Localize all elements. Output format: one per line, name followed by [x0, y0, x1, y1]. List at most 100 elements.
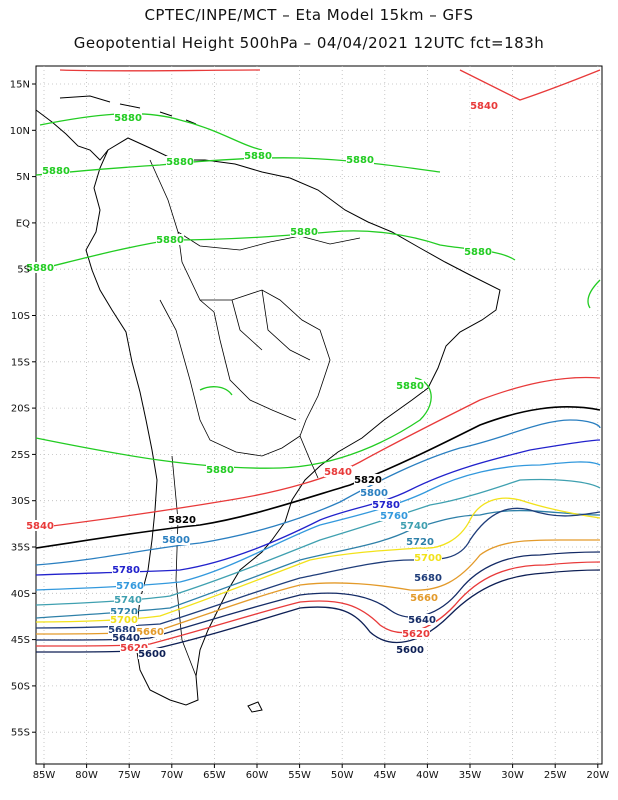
lon-label: 80W [75, 770, 98, 781]
contour-label-5880: 5880 [206, 465, 234, 476]
contour-5700 [35, 497, 601, 623]
lon-label: 65W [203, 770, 226, 781]
contour-5840 [35, 69, 601, 529]
lat-label: 20S [11, 404, 30, 415]
lon-label: 85W [33, 770, 56, 781]
contour-label-5880: 5880 [244, 151, 272, 162]
contour-label-5600: 5600 [396, 645, 424, 656]
contour-label-5880: 5880 [42, 166, 70, 177]
lat-label: 45S [11, 635, 30, 646]
contour-label-bg [138, 648, 166, 659]
contour-label-bg [112, 564, 140, 575]
contour-label-5740: 5740 [400, 521, 428, 532]
lat-label: 15N [10, 80, 30, 91]
contour-label-bg [112, 632, 140, 643]
lon-label: 30W [501, 770, 524, 781]
contour-label-bg [408, 614, 436, 625]
contour-label-bg [114, 112, 142, 123]
contour-label-5880: 5880 [290, 227, 318, 238]
contour-label-5800: 5800 [162, 535, 190, 546]
contour-label-5620: 5620 [402, 629, 430, 640]
contour-5680 [35, 507, 601, 629]
contour-label-5780: 5780 [372, 500, 400, 511]
contour-label-bg [290, 226, 318, 237]
contour-label-bg [414, 572, 442, 583]
contour-5760 [35, 461, 601, 591]
contour-label-5700: 5700 [414, 553, 442, 564]
contour-label-5840: 5840 [470, 101, 498, 112]
lat-label: 5N [16, 172, 30, 183]
lon-label: 25W [544, 770, 567, 781]
contour-label-5720: 5720 [110, 607, 138, 618]
contour-label-5620: 5620 [120, 643, 148, 654]
contour-label-bg [162, 534, 190, 545]
contour-label-bg [114, 594, 142, 605]
lat-label: 25S [11, 450, 30, 461]
contour-5740 [35, 478, 601, 606]
lon-label: 50W [331, 770, 354, 781]
map-subtitle: Geopotential Height 500hPa – 04/04/2021 … [73, 34, 545, 52]
central-america-outline [35, 109, 109, 161]
contour-layer [35, 69, 601, 653]
contour-label-5840: 5840 [26, 521, 54, 532]
contour-label-5760: 5760 [116, 581, 144, 592]
contour-label-bg [116, 580, 144, 591]
contour-label-bg [244, 150, 272, 161]
contour-label-5820: 5820 [168, 515, 196, 526]
lon-label: 55W [288, 770, 311, 781]
contour-label-5880: 5880 [464, 247, 492, 258]
lat-label: 40S [11, 589, 30, 600]
contour-label-bg [110, 606, 138, 617]
contour-label-bg [346, 154, 374, 165]
contour-label-5800: 5800 [360, 488, 388, 499]
contour-label-bg [26, 520, 54, 531]
contour-label-bg [206, 464, 234, 475]
contour-label-5640: 5640 [112, 633, 140, 644]
contour-label-bg [470, 100, 498, 111]
contour-label-5740: 5740 [114, 595, 142, 606]
map-frame [35, 65, 603, 765]
contour-label-bg [372, 499, 400, 510]
lon-label: 20W [586, 770, 609, 781]
contour-label-bg [402, 628, 430, 639]
contour-label-5880: 5880 [156, 235, 184, 246]
contour-label-bg [42, 165, 70, 176]
contour-5640 [35, 551, 601, 641]
contour-label-bg [166, 156, 194, 167]
map-title: CPTEC/INPE/MCT – Eta Model 15km – GFS [144, 6, 474, 24]
lon-label: 35W [459, 770, 482, 781]
coastline [35, 95, 501, 713]
contour-label-5720: 5720 [406, 537, 434, 548]
contour-label-bg [414, 552, 442, 563]
contour-label-5680: 5680 [414, 573, 442, 584]
lon-label: 45W [373, 770, 396, 781]
contour-label-5840: 5840 [324, 467, 352, 478]
contour-label-5880: 5880 [346, 155, 374, 166]
lat-label: 30S [11, 496, 30, 507]
lon-label: 60W [246, 770, 269, 781]
contour-label-bg [354, 474, 382, 485]
lat-label: 55S [11, 728, 30, 739]
lat-label: 10N [10, 126, 30, 137]
lon-label: 40W [416, 770, 439, 781]
country-borders [149, 159, 361, 677]
contour-label-5760: 5760 [380, 511, 408, 522]
contour-label-bg [410, 592, 438, 603]
contour-label-bg [168, 514, 196, 525]
falkland-islands [247, 701, 263, 713]
lat-label: 50S [11, 681, 30, 692]
lon-label: 75W [118, 770, 141, 781]
contour-label-bg [136, 626, 164, 637]
contour-label-5700: 5700 [110, 615, 138, 626]
contour-label-5880: 5880 [166, 157, 194, 168]
south-america-outline [85, 137, 501, 706]
contour-label-5880: 5880 [114, 113, 142, 124]
contour-label-bg [120, 642, 148, 653]
contour-label-5880: 5880 [26, 263, 54, 274]
contour-label-5660: 5660 [136, 627, 164, 638]
contour-label-bg [380, 510, 408, 521]
contour-label-bg [324, 466, 352, 477]
contour-label-bg [108, 624, 136, 635]
lon-label: 70W [160, 770, 183, 781]
